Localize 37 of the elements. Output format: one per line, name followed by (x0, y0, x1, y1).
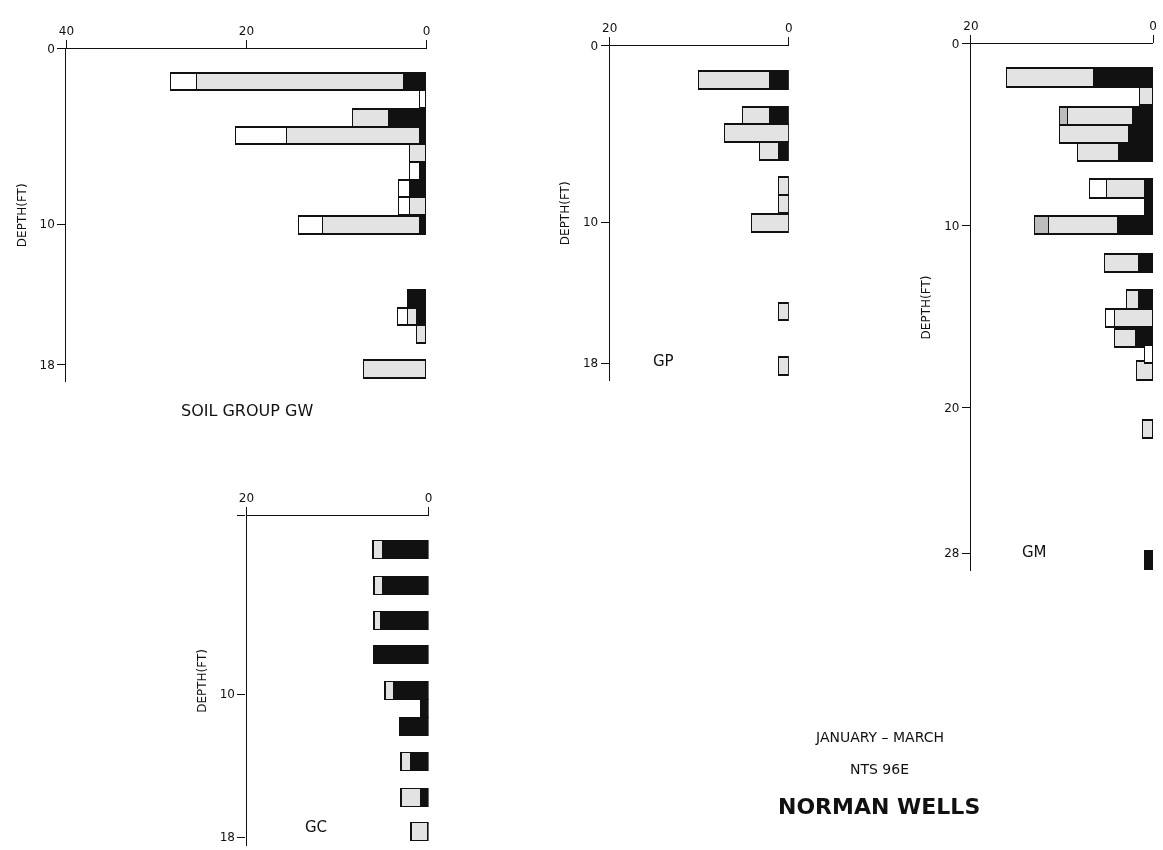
text: GM (1022, 543, 1047, 561)
bar (1143, 550, 1153, 570)
text: NTS 96E (850, 761, 910, 777)
y-axis-title: DEPTH(FT) (195, 649, 210, 713)
y-tick-label: 10 (219, 687, 236, 702)
x-tick-label: 20 (238, 23, 255, 38)
x-tick-label: 20 (602, 20, 618, 35)
y-tick-label: 10 (944, 218, 960, 233)
bar (363, 359, 427, 379)
y-axis-title: DEPTH(FT) (558, 181, 573, 246)
y-tick-label: 18 (39, 357, 55, 372)
x-tick-label: 0 (1149, 18, 1157, 33)
y-tick-label: 10 (582, 215, 599, 230)
y-tick-label: 28 (944, 546, 960, 561)
y-tick-label: 0 (951, 36, 960, 51)
text: JANUARY – MARCH (815, 729, 945, 745)
x-tick-label: 40 (58, 23, 75, 38)
text: SOIL GROUP GW (181, 401, 314, 420)
bar (777, 302, 789, 321)
bar (373, 644, 429, 664)
x-tick-label: 20 (963, 18, 979, 33)
x-tick-label: 0 (785, 20, 793, 35)
y-axis-title: DEPTH(FT) (14, 183, 29, 248)
y-tick-label: 18 (582, 356, 599, 371)
text: GC (305, 818, 328, 836)
text: GP (653, 352, 674, 370)
text: NORMAN WELLS (778, 794, 981, 819)
bar (777, 356, 789, 376)
y-tick-label: 0 (590, 38, 599, 53)
bar (1141, 419, 1153, 439)
y-tick-label: 0 (47, 41, 55, 56)
y-tick-label: 10 (39, 217, 55, 232)
y-axis-title: DEPTH(FT) (919, 275, 934, 340)
x-tick-label: 0 (422, 23, 431, 38)
y-tick-label: 18 (219, 830, 236, 845)
y-tick-label: 20 (944, 400, 960, 415)
bar (410, 821, 429, 841)
